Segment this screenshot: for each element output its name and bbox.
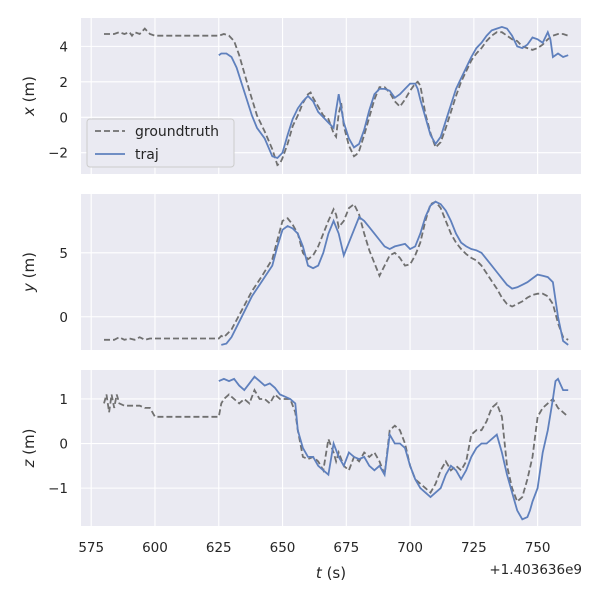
x-tick-label: 725	[461, 540, 487, 556]
y-tick-label: 2	[59, 75, 68, 91]
y-tick-label: 5	[59, 246, 68, 262]
y-tick-label: 4	[59, 39, 68, 55]
x-tick-label: 600	[142, 540, 168, 556]
legend-label-groundtruth: groundtruth	[135, 124, 219, 140]
legend-label-traj: traj	[135, 147, 159, 163]
series-line-groundtruth	[104, 200, 569, 341]
subplot-2: 0 5 y (m)	[20, 194, 581, 350]
x-tick-label: 675	[333, 540, 359, 556]
series-line-groundtruth	[103, 388, 569, 504]
y-axis-label-variable: x	[20, 107, 38, 117]
y-tick-label: 1	[59, 392, 68, 408]
legend: groundtruth traj	[86, 118, 235, 168]
y-tick-label: 0	[59, 110, 68, 126]
x-tick-label: 750	[525, 540, 551, 556]
y-axis-label-unit: (m)	[20, 429, 38, 460]
y-tick-label: −2	[48, 146, 68, 162]
y-tick-label: 0	[59, 437, 68, 453]
subplots-container: −2 0 2 4 x (m) groundtruth traj 0 5 y (m) −1 0 1 575 6…	[20, 18, 582, 582]
y-axis-label: y (m)	[20, 252, 38, 293]
subplot-3: −1 0 1 575 600 625 650 675 700 725 750 z (m) t (s) +1…	[20, 370, 582, 582]
x-axis-label-variable: t	[316, 564, 323, 582]
x-axis-offset-label: +1.403636e9	[489, 562, 582, 578]
plot-area	[81, 194, 581, 350]
x-axis-label-unit: (s)	[322, 564, 346, 582]
x-tick-label: 700	[397, 540, 423, 556]
y-axis-label-unit: (m)	[20, 76, 38, 107]
series-line-traj	[221, 200, 569, 346]
y-axis-label: x (m)	[20, 76, 38, 117]
series-line-traj	[218, 25, 569, 160]
y-tick-label: 0	[59, 310, 68, 326]
x-tick-label: 625	[206, 540, 232, 556]
y-tick-label: −1	[48, 481, 68, 497]
series-line-groundtruth	[104, 27, 569, 167]
y-axis-label-unit: (m)	[20, 252, 38, 283]
x-tick-label: 650	[270, 540, 296, 556]
y-axis-label: z (m)	[20, 429, 38, 469]
series-line-traj	[218, 375, 569, 521]
x-axis-label: t (s)	[316, 564, 346, 582]
x-tick-label: 575	[78, 540, 104, 556]
y-axis-label-variable: y	[20, 282, 38, 293]
subplot-1: −2 0 2 4 x (m) groundtruth traj	[20, 18, 581, 174]
y-axis-label-variable: z	[20, 458, 38, 468]
